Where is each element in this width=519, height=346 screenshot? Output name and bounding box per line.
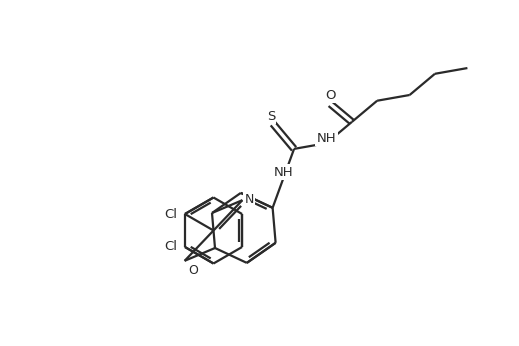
Text: NH: NH: [274, 166, 294, 179]
Text: O: O: [188, 264, 198, 277]
Text: O: O: [325, 89, 336, 102]
Text: Cl: Cl: [164, 240, 177, 254]
Text: N: N: [244, 193, 254, 206]
Text: S: S: [267, 110, 275, 122]
Text: NH: NH: [317, 132, 336, 145]
Text: Cl: Cl: [164, 208, 177, 220]
